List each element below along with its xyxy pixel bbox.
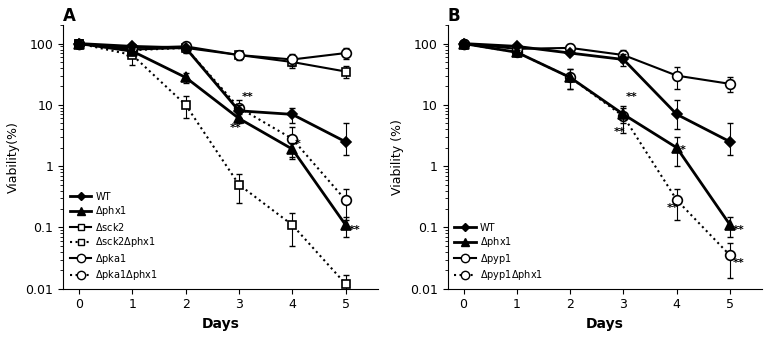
$\Delta$sck2$\Delta$phx1 (235, 183, 244, 187)
Text: *: * (680, 145, 685, 155)
Text: **: ** (241, 92, 254, 102)
$\Delta$sck2 (75, 42, 84, 46)
$\Delta$phx1 (128, 49, 137, 53)
Line: $\Delta$sck2: $\Delta$sck2 (75, 40, 350, 76)
$\Delta$phx1 (75, 42, 84, 46)
Line: $\Delta$pka1: $\Delta$pka1 (75, 39, 351, 64)
Line: WT: WT (460, 40, 734, 145)
$\Delta$pka1 (128, 46, 137, 50)
Legend: WT, $\Delta$phx1, $\Delta$sck2, $\Delta$sck2$\Delta$phx1, $\Delta$pka1, $\Delta$: WT, $\Delta$phx1, $\Delta$sck2, $\Delta$… (68, 190, 160, 284)
$\Delta$pyp1$\Delta$phx1 (565, 75, 574, 79)
$\Delta$phx1 (672, 146, 681, 150)
Y-axis label: Viability(%): Viability(%) (7, 121, 20, 193)
$\Delta$sck2 (235, 53, 244, 57)
$\Delta$sck2$\Delta$phx1 (75, 42, 84, 46)
$\Delta$sck2 (288, 60, 297, 64)
$\Delta$pyp1 (672, 74, 681, 78)
$\Delta$pyp1$\Delta$phx1 (619, 114, 628, 118)
$\Delta$pyp1$\Delta$phx1 (459, 42, 468, 46)
Line: $\Delta$phx1: $\Delta$phx1 (75, 39, 351, 230)
$\Delta$phx1 (565, 75, 574, 79)
Text: **: ** (733, 225, 744, 235)
WT (672, 112, 681, 116)
$\Delta$phx1 (235, 116, 244, 120)
$\Delta$phx1 (512, 50, 521, 54)
Legend: WT, $\Delta$phx1, $\Delta$pyp1, $\Delta$pyp1$\Delta$phx1: WT, $\Delta$phx1, $\Delta$pyp1, $\Delta$… (452, 221, 544, 284)
$\Delta$pka1 (181, 44, 190, 48)
$\Delta$phx1 (341, 223, 350, 227)
$\Delta$pyp1 (459, 42, 468, 46)
Line: $\Delta$pyp1$\Delta$phx1: $\Delta$pyp1$\Delta$phx1 (459, 39, 735, 260)
$\Delta$pka1 (75, 42, 84, 46)
$\Delta$pka1$\Delta$phx1 (341, 198, 350, 202)
$\Delta$pyp1$\Delta$phx1 (512, 50, 521, 54)
$\Delta$pyp1 (512, 47, 521, 51)
$\Delta$sck2$\Delta$phx1 (288, 223, 297, 227)
Text: **: ** (614, 127, 626, 137)
$\Delta$pka1$\Delta$phx1 (128, 48, 137, 52)
$\Delta$pka1$\Delta$phx1 (288, 137, 297, 141)
$\Delta$pka1 (288, 57, 297, 62)
WT (619, 57, 628, 62)
WT (128, 44, 137, 48)
Line: $\Delta$phx1: $\Delta$phx1 (459, 39, 735, 230)
$\Delta$pka1$\Delta$phx1 (181, 46, 190, 50)
Line: $\Delta$pyp1: $\Delta$pyp1 (459, 39, 735, 89)
$\Delta$phx1 (181, 75, 190, 79)
Text: **: ** (733, 258, 744, 268)
WT (235, 109, 244, 113)
Text: **: ** (348, 225, 360, 235)
WT (288, 112, 297, 116)
Line: $\Delta$pka1$\Delta$phx1: $\Delta$pka1$\Delta$phx1 (75, 39, 351, 205)
$\Delta$phx1 (725, 223, 734, 227)
Line: $\Delta$sck2$\Delta$phx1: $\Delta$sck2$\Delta$phx1 (75, 40, 350, 288)
X-axis label: Days: Days (201, 317, 239, 331)
$\Delta$phx1 (619, 112, 628, 116)
Text: A: A (63, 7, 76, 25)
$\Delta$sck2$\Delta$phx1 (181, 103, 190, 107)
Text: *: * (295, 139, 301, 149)
Y-axis label: Viability (%): Viability (%) (391, 119, 404, 195)
$\Delta$sck2 (128, 47, 137, 51)
Text: **: ** (229, 123, 241, 133)
$\Delta$sck2 (181, 46, 190, 50)
WT (725, 140, 734, 144)
$\Delta$pyp1 (619, 53, 628, 57)
$\Delta$phx1 (288, 147, 297, 151)
Text: **: ** (626, 92, 638, 102)
WT (459, 42, 468, 46)
$\Delta$pyp1$\Delta$phx1 (725, 254, 734, 258)
WT (75, 42, 84, 46)
Text: **: ** (667, 203, 679, 213)
$\Delta$sck2$\Delta$phx1 (341, 282, 350, 286)
Text: B: B (448, 7, 460, 25)
$\Delta$pka1 (341, 51, 350, 55)
$\Delta$pyp1 (565, 46, 574, 50)
$\Delta$sck2$\Delta$phx1 (128, 53, 137, 57)
WT (181, 46, 190, 50)
WT (341, 140, 350, 144)
$\Delta$pka1 (235, 53, 244, 57)
$\Delta$pka1$\Delta$phx1 (75, 42, 84, 46)
WT (565, 51, 574, 55)
X-axis label: Days: Days (586, 317, 624, 331)
$\Delta$pyp1 (725, 82, 734, 86)
WT (512, 44, 521, 48)
$\Delta$sck2 (341, 70, 350, 74)
$\Delta$pyp1$\Delta$phx1 (672, 198, 681, 202)
Line: WT: WT (75, 40, 349, 145)
$\Delta$pka1$\Delta$phx1 (235, 106, 244, 110)
$\Delta$phx1 (459, 42, 468, 46)
